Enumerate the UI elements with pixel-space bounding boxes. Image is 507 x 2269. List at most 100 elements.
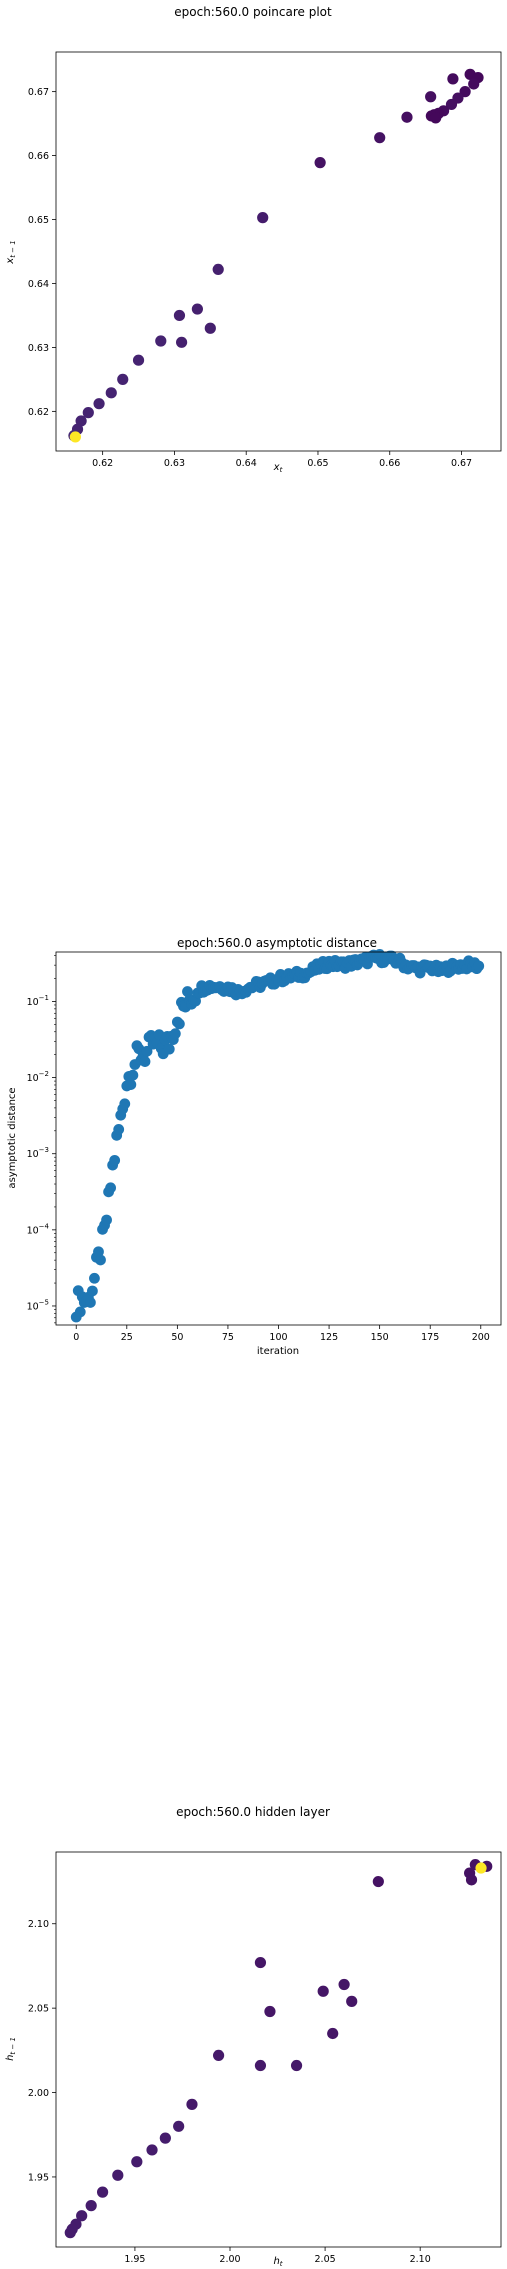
- scatter-point: [338, 1978, 350, 1991]
- y-tick-label: 2.10: [28, 1919, 49, 1930]
- scatter-point: [212, 263, 224, 276]
- x-axis-label: iteration: [257, 1346, 299, 1357]
- scatter-point: [327, 2027, 339, 2040]
- plot-frame: [55, 951, 502, 1326]
- scatter-point: [346, 1995, 358, 2007]
- distance-point: [95, 1254, 106, 1266]
- distance-point: [89, 1272, 100, 1284]
- y-axis-label: ht − 1: [5, 2037, 17, 2061]
- y-tick-label: 0.63: [28, 343, 49, 354]
- x-tick-label: 0.63: [164, 458, 185, 469]
- scatter-point: [105, 387, 117, 399]
- asymptotic-distance-chart: epoch:560.0 asymptotic distance 0 25 50 75 1…: [7, 936, 502, 1357]
- scatter-point: [475, 1862, 487, 1874]
- scatter-point: [146, 2144, 158, 2156]
- scatter-point: [445, 98, 458, 111]
- hidden-layer-points: [64, 1859, 493, 2239]
- distance-point: [119, 1098, 131, 1110]
- x-tick-label: 2.10: [410, 2254, 431, 2265]
- y-tick-label: 2.05: [28, 2004, 49, 2015]
- distance-point: [84, 1297, 96, 1308]
- scatter-point: [96, 2186, 109, 2198]
- hidden-layer-chart: epoch:560.0 hidden layer 1.95 2.00 2.05 2.1…: [5, 1805, 502, 2268]
- y-tick-label: 10−1: [27, 994, 49, 1008]
- scatter-point: [93, 398, 105, 410]
- scatter-point: [204, 322, 216, 334]
- x-tick-label: 2.00: [219, 2254, 240, 2265]
- scatter-point: [132, 354, 145, 366]
- y-axis-label: xt − 1: [5, 240, 17, 264]
- scatter-point: [64, 2227, 76, 2239]
- y-tick-label: 0.62: [28, 407, 49, 418]
- scatter-point: [117, 373, 129, 385]
- scatter-point: [257, 212, 269, 224]
- scatter-point: [401, 111, 413, 123]
- x-tick-label: 50: [171, 1332, 183, 1343]
- y-tick-label: 10−5: [27, 1298, 49, 1312]
- scatter-point: [459, 86, 471, 98]
- x-axis-label: ht: [273, 2256, 282, 2268]
- scatter-point: [314, 157, 326, 169]
- y-tick-label: 10−2: [27, 1070, 49, 1084]
- scatter-point: [425, 91, 437, 103]
- x-tick-label: 100: [269, 1332, 287, 1343]
- scatter-point: [112, 2169, 124, 2181]
- distance-point: [125, 1079, 137, 1090]
- poincare-plot-chart: epoch:560.0 poincare plot 0.62 0.63 0.64 0.…: [5, 5, 502, 474]
- scatter-point: [159, 2132, 171, 2144]
- scatter-point: [374, 132, 386, 144]
- x-tick-label: 175: [421, 1332, 439, 1343]
- y-tick-label: 2.00: [28, 2088, 49, 2099]
- x-tick-label: 150: [371, 1332, 389, 1343]
- scatter-point: [191, 303, 203, 315]
- y-axis-label: asymptotic distance: [7, 1087, 18, 1188]
- x-tick-label: 125: [320, 1332, 338, 1343]
- scatter-point: [131, 2156, 143, 2168]
- x-tick-label: 200: [472, 1332, 490, 1343]
- x-tick-label: 0: [73, 1332, 79, 1343]
- y-tick-label: 0.66: [28, 151, 49, 162]
- y-tick-label: 0.64: [28, 279, 49, 290]
- x-axis-label: xt: [273, 462, 283, 474]
- plot-frame: [55, 1851, 502, 2248]
- y-tick-label: 0.67: [28, 87, 49, 98]
- scatter-point: [290, 2059, 303, 2072]
- hidden-layer-ticks: 1.95 2.00 2.05 2.10 1.95 2.00 2.05 2.10: [28, 1919, 431, 2265]
- x-tick-label: 25: [121, 1332, 133, 1343]
- x-tick-label: 1.95: [124, 2254, 145, 2265]
- y-tick-label: 0.65: [28, 215, 49, 226]
- scatter-point: [186, 2098, 198, 2110]
- x-tick-label: 75: [222, 1332, 234, 1343]
- scatter-point: [254, 1956, 267, 1969]
- scatter-point: [372, 1875, 384, 1888]
- x-tick-label: 2.05: [315, 2254, 336, 2265]
- scatter-point: [212, 2049, 225, 2062]
- scatter-point: [173, 2120, 185, 2132]
- x-tick-label: 0.65: [307, 458, 328, 469]
- distance-point: [105, 1182, 117, 1194]
- scatter-point: [173, 309, 186, 322]
- plot-frame: [55, 51, 502, 452]
- x-tick-label: 0.67: [451, 458, 472, 469]
- y-tick-label: 10−3: [27, 1146, 49, 1160]
- y-tick-label: 10−4: [27, 1222, 50, 1236]
- scatter-point: [447, 73, 459, 85]
- scatter-point: [264, 2005, 276, 2018]
- distance-point: [74, 1306, 86, 1318]
- poincare-ticks: 0.62 0.63 0.64 0.65 0.66 0.67 0.62 0.63 0.64 0.65…: [28, 87, 472, 469]
- distance-point: [101, 1214, 112, 1226]
- chart-title: epoch:560.0 poincare plot: [174, 5, 332, 19]
- scatter-point: [69, 431, 81, 443]
- scatter-point: [155, 335, 167, 347]
- distance-point: [113, 1123, 125, 1135]
- scatter-point: [317, 1985, 329, 1997]
- distance-point: [93, 1246, 104, 1258]
- distance-point: [182, 986, 193, 997]
- x-tick-label: 0.66: [379, 458, 400, 469]
- chart-title: epoch:560.0 hidden layer: [176, 1805, 330, 1819]
- x-tick-label: 0.62: [92, 458, 113, 469]
- scatter-point: [430, 112, 442, 124]
- x-tick-label: 0.64: [236, 458, 257, 469]
- distance-point: [141, 1045, 153, 1057]
- scatter-point: [176, 336, 188, 348]
